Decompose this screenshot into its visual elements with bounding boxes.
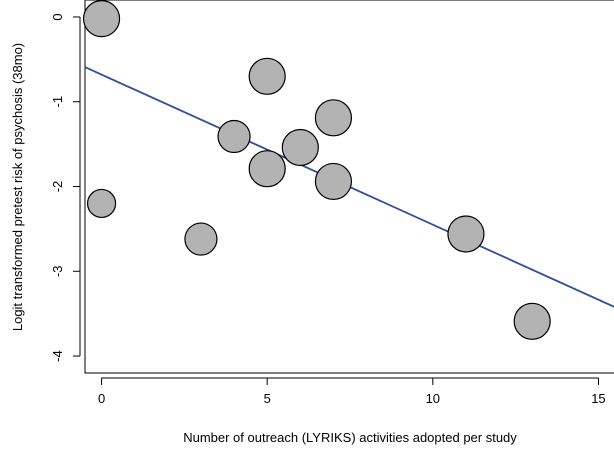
x-tick-label: 10 [426,391,440,406]
data-point-8 [314,99,353,137]
y-tick-label: -2 [50,181,65,193]
points-layer [82,0,551,340]
data-point-1 [82,0,121,38]
data-point-11 [513,302,551,340]
data-point-9 [314,162,353,201]
data-point-6 [248,150,286,188]
plot-frame [84,0,614,374]
y-tick-label: -1 [50,96,65,108]
y-tick-label: -3 [50,265,65,277]
x-tick-label: 5 [264,391,271,406]
data-point-10 [447,215,485,253]
y-tick-label: 0 [50,13,65,20]
y-axis-title: Logit transformed pretest risk of psycho… [10,43,25,331]
y-axis: 0 -1 -2 -3 -4 [50,13,81,362]
x-axis-title: Number of outreach (LYRIKS) activities a… [183,430,517,445]
data-point-2 [86,188,117,219]
data-point-7 [281,128,319,167]
data-point-5 [248,57,286,95]
y-tick-label: -4 [50,350,65,362]
x-tick-label: 0 [98,391,105,406]
data-point-4 [217,119,251,154]
x-tick-label: 15 [591,391,605,406]
data-point-3 [184,222,218,256]
x-axis: 0 5 10 15 [98,377,606,406]
